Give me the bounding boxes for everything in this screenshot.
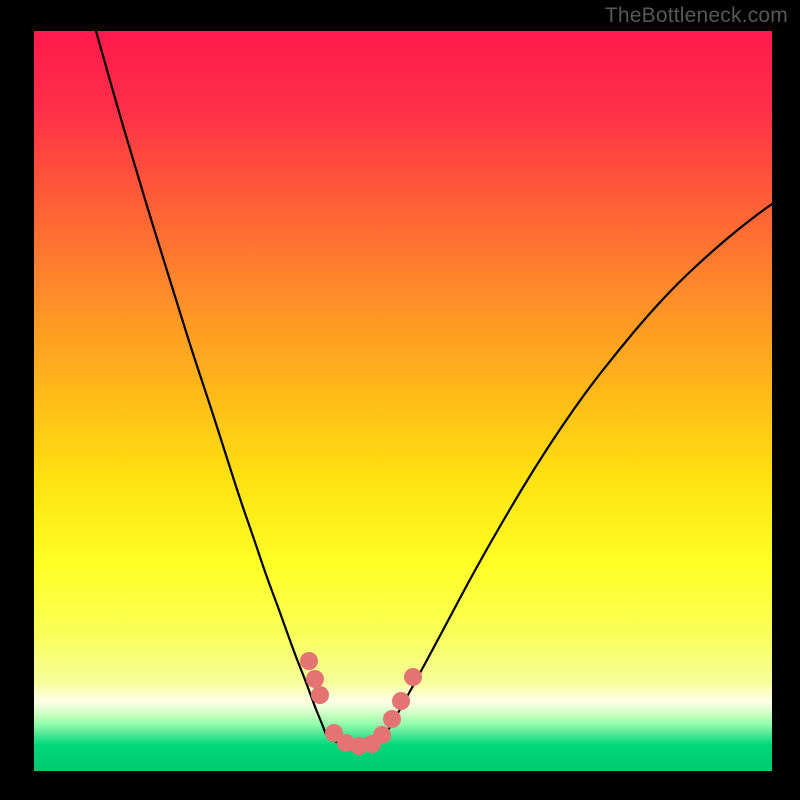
watermark-text: TheBottleneck.com [605,4,788,28]
data-dots [34,31,772,771]
plot-area [34,31,772,771]
